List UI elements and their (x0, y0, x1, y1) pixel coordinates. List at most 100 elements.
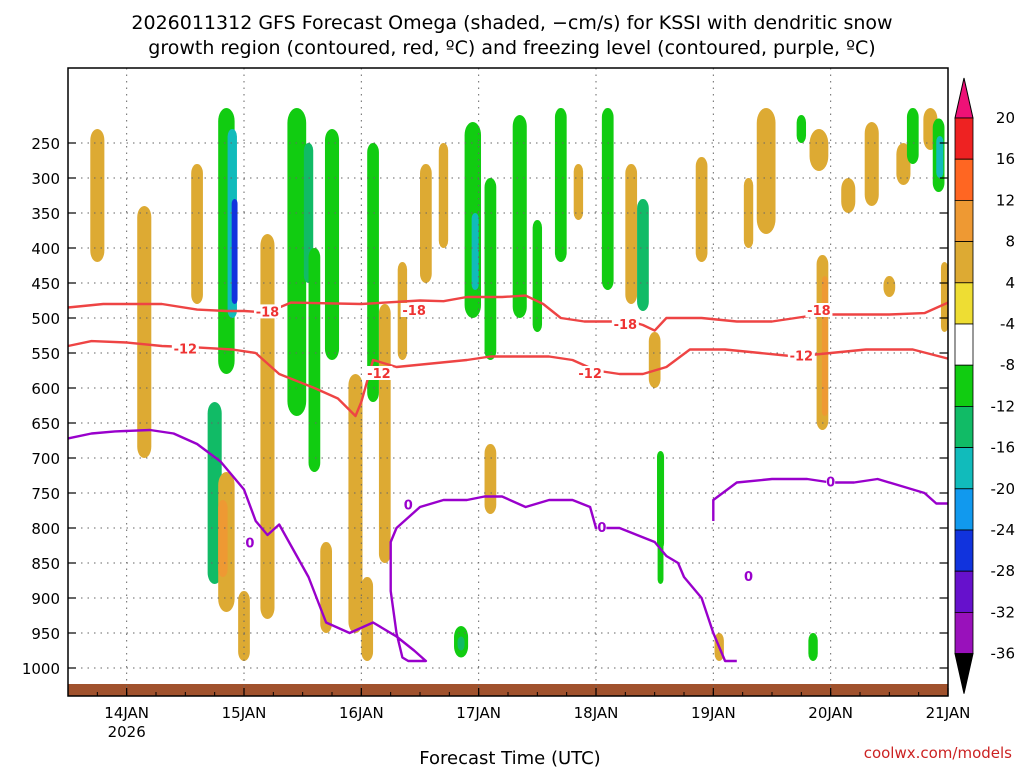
watermark: coolwx.com/models (864, 744, 1012, 762)
omega-cell-27 (637, 199, 649, 311)
contour-lines (67, 294, 949, 663)
omega-cell-32 (756, 108, 776, 234)
colorbar-label-8: 8 (1005, 233, 1015, 251)
omega-cell-36 (821, 276, 828, 416)
omega-cell-28 (648, 332, 661, 388)
chart-title-line1: 2026011312 GFS Forecast Omega (shaded, −… (131, 12, 892, 34)
omega-cell-53 (484, 444, 497, 514)
x-axis-label: Forecast Time (UTC) (419, 748, 600, 768)
contour-2 (67, 428, 737, 663)
colorbar-label-16: 16 (996, 150, 1015, 168)
omega-cell-29 (657, 451, 665, 549)
omega-cell-13 (367, 143, 379, 402)
colorbar-bin-12 (954, 612, 974, 655)
colorbar-label--8: -8 (1000, 356, 1015, 374)
chart-title-line2: growth region (contoured, red, ºC) and f… (148, 37, 875, 59)
contour-label-10: 0 (597, 521, 606, 536)
omega-cell-55 (238, 591, 250, 661)
colorbar-label--24: -24 (991, 521, 1016, 539)
contour-label-7: -12 (790, 350, 814, 365)
colorbar-label-20: 20 (996, 109, 1015, 127)
omega-cell-20 (484, 178, 497, 360)
omega-cell-9 (287, 108, 307, 416)
colorbar-bottom-arrow (954, 653, 974, 694)
colorbar-bin-2 (954, 199, 974, 242)
omega-cell-44 (936, 136, 944, 178)
colorbar-bin-8 (954, 447, 974, 490)
contour-labels: -18 -18 -18 -18 -12 -12 -12 -12 0 0 0 0 0 (171, 303, 836, 585)
omega-cell-25 (601, 108, 614, 290)
omega-cell-50 (137, 206, 152, 458)
y-tick-label-300: 300 (31, 170, 60, 188)
omega-cell-37 (841, 178, 856, 213)
omega-cell-8 (260, 234, 275, 619)
contour-3 (712, 477, 948, 521)
contour-label-2: -18 (614, 318, 638, 333)
contour-label-3: -18 (807, 304, 831, 319)
colorbar-label--16: -16 (991, 439, 1016, 457)
y-tick-label-350: 350 (31, 205, 60, 223)
colorbar-label-12: 12 (996, 191, 1015, 209)
colorbar-bin-4 (954, 282, 974, 325)
colorbar-bin-11 (954, 570, 974, 613)
omega-cell-41 (906, 108, 919, 164)
omega-cell-52 (320, 542, 332, 633)
omega-cell-14 (378, 304, 391, 563)
colorbar: 20 16 12 8 4 -4 -8 -12 -16 -20 -24 -28 -32 -36 (954, 77, 1016, 694)
colorbar-bin-1 (954, 158, 974, 201)
omega-cell-24 (573, 164, 584, 220)
omega-cell-54 (361, 577, 374, 661)
omega-cell-17 (438, 143, 449, 248)
y-tick-label-650: 650 (31, 415, 60, 433)
x-tick-label-14JAN: 14JAN (104, 704, 149, 722)
contour-label-bg-4 (171, 341, 199, 356)
y-tick-label-1000: 1000 (22, 660, 60, 678)
contour-label-9: 0 (404, 499, 413, 514)
ground-layer (68, 684, 948, 696)
colorbar-label--4: -4 (1000, 315, 1015, 333)
colorbar-bin-6 (954, 364, 974, 407)
y-tick-label-450: 450 (31, 275, 60, 293)
colorbar-label--20: -20 (991, 480, 1016, 498)
omega-cell-1 (191, 164, 203, 304)
x-tick-label-17JAN: 17JAN (456, 704, 501, 722)
omega-cell-34 (809, 129, 829, 171)
contour-label-bg-8 (245, 535, 255, 550)
contour-0 (67, 294, 949, 332)
y-tick-label-900: 900 (31, 590, 60, 608)
colorbar-label--28: -28 (991, 562, 1016, 580)
colorbar-label--12: -12 (991, 397, 1016, 415)
x-tick-label-16JAN: 16JAN (339, 704, 384, 722)
colorbar-bin-3 (954, 241, 974, 284)
colorbar-bin-10 (954, 529, 974, 572)
contour-label-bg-1 (400, 303, 428, 317)
omega-cell-21 (512, 115, 527, 318)
contour-label-1: -18 (402, 304, 426, 319)
y-tick-label-950: 950 (31, 625, 60, 643)
contour-label-bg-12 (826, 474, 836, 489)
x-tick-label-18JAN: 18JAN (574, 704, 619, 722)
y-tick-label-500: 500 (31, 310, 60, 328)
omega-shading (90, 108, 948, 661)
omega-cell-49 (808, 633, 818, 661)
omega-cell-39 (883, 276, 896, 297)
contour-label-bg-11 (744, 569, 754, 583)
x-tick-label-19JAN: 19JAN (691, 704, 736, 722)
y-tick-label-800: 800 (31, 520, 60, 538)
contour-label-bg-0 (253, 304, 281, 319)
omega-cell-47 (457, 636, 465, 651)
y-tick-label-750: 750 (31, 485, 60, 503)
contour-label-bg-5 (365, 366, 393, 380)
colorbar-top-arrow (954, 77, 974, 119)
contour-label-bg-9 (403, 497, 413, 512)
omega-cell-38 (864, 122, 879, 206)
contour-label-bg-2 (611, 317, 639, 331)
omega-cell-16 (420, 164, 432, 283)
omega-cell-26 (625, 164, 638, 304)
y-tick-label-250: 250 (31, 135, 60, 153)
contour-label-bg-3 (805, 303, 833, 317)
colorbar-bin-7 (954, 405, 974, 448)
x-tick-sublabel-14JAN: 2026 (108, 723, 146, 741)
y-tick-label-400: 400 (31, 240, 60, 258)
contour-label-8: 0 (245, 536, 254, 551)
